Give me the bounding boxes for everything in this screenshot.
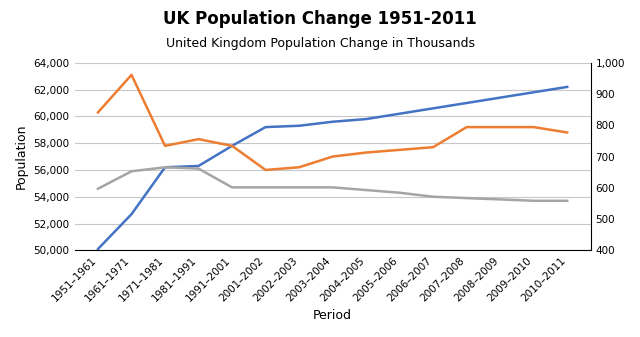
Text: UK Population Change 1951-2011: UK Population Change 1951-2011 <box>163 10 477 28</box>
Text: United Kingdom Population Change in Thousands: United Kingdom Population Change in Thou… <box>166 37 474 50</box>
Y-axis label: Population: Population <box>15 124 28 189</box>
X-axis label: Period: Period <box>313 309 352 322</box>
